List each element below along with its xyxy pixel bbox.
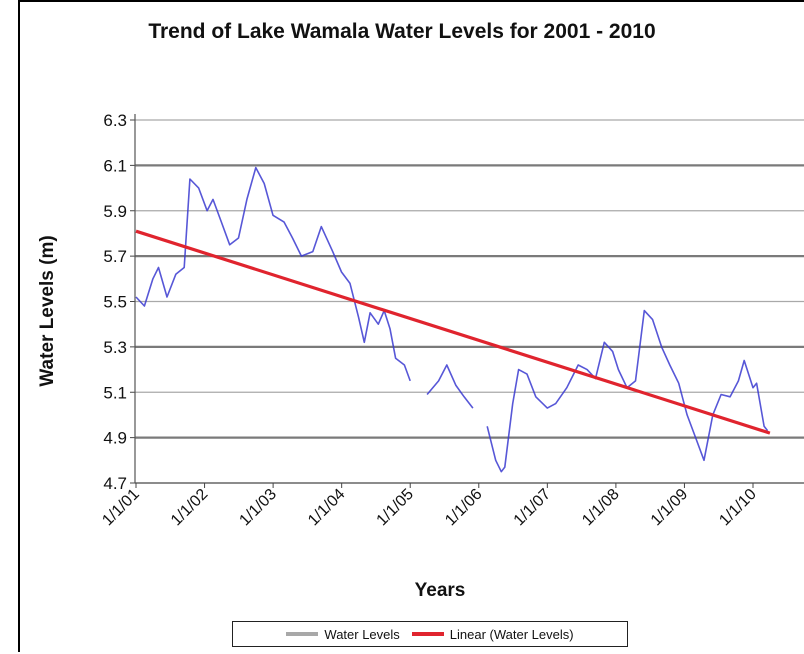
y-tick-label: 4.7 (103, 474, 127, 493)
x-tick-label: 1/1/03 (236, 486, 280, 530)
legend-item-water-levels: Water Levels (286, 626, 400, 642)
chart-frame (18, 0, 804, 652)
y-tick-label: 5.1 (103, 383, 127, 402)
legend-swatch-water-levels (286, 632, 319, 636)
x-tick-label: 1/1/05 (374, 486, 418, 530)
y-tick-label: 6.3 (103, 111, 127, 130)
x-tick-label: 1/1/02 (168, 486, 212, 530)
linear-trend-line (135, 229, 771, 435)
legend-label-linear: Linear (Water Levels) (449, 626, 574, 642)
water-levels-line (135, 166, 411, 382)
x-axis-label-text: Years (414, 580, 466, 601)
y-tick-label: 6.1 (103, 156, 127, 175)
chart-title: Trend of Lake Wamala Water Levels for 20… (148, 20, 656, 43)
y-tick-label: 5.3 (103, 338, 127, 357)
legend: Water Levels Linear (Water Levels) (232, 621, 628, 647)
x-tick-label: 1/1/04 (305, 486, 349, 530)
x-tick-label: 1/1/08 (579, 486, 623, 530)
x-tick-label: 1/1/07 (511, 486, 555, 530)
y-tick-label: 5.5 (103, 293, 127, 312)
x-tick-label: 1/1/09 (648, 486, 692, 530)
x-tick-label: 1/1/10 (716, 486, 760, 530)
x-tick-label: 1/1/06 (442, 486, 486, 530)
legend-item-linear: Linear (Water Levels) (411, 626, 574, 642)
legend-swatch-linear (411, 632, 444, 636)
water-levels-line (426, 364, 474, 409)
y-tick-label: 4.9 (103, 429, 127, 448)
legend-label-water-levels: Water Levels (324, 626, 400, 642)
water-levels-line (486, 309, 769, 473)
y-tick-label: 5.7 (103, 247, 127, 266)
y-tick-label: 5.9 (103, 202, 127, 221)
